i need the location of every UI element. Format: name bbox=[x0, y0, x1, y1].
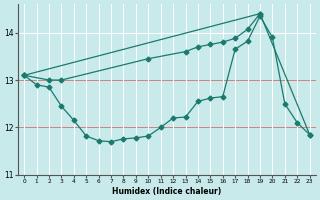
X-axis label: Humidex (Indice chaleur): Humidex (Indice chaleur) bbox=[112, 187, 221, 196]
